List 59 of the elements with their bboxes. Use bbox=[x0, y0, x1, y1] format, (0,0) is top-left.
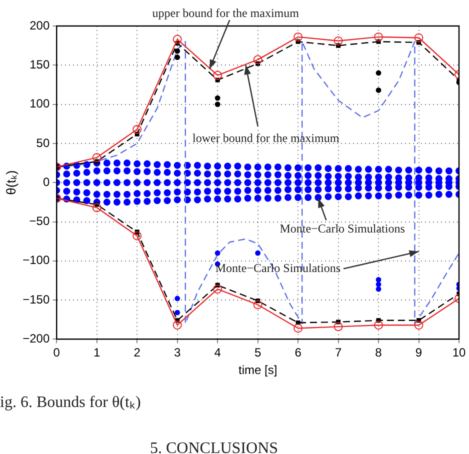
point bbox=[374, 32, 384, 42]
annotation: Monte−Carlo Simulations bbox=[215, 260, 341, 275]
y-tick-label: 50 bbox=[36, 136, 50, 150]
annotation: lower bound for the maximum bbox=[192, 130, 340, 145]
y-tick-label: −150 bbox=[22, 292, 50, 306]
point bbox=[92, 203, 102, 212]
point bbox=[376, 70, 382, 76]
point bbox=[174, 310, 180, 316]
point bbox=[376, 88, 382, 93]
y-tick-label: −200 bbox=[22, 332, 50, 346]
point bbox=[174, 54, 180, 60]
point bbox=[334, 322, 343, 332]
point bbox=[376, 282, 382, 288]
point bbox=[414, 320, 424, 330]
x-axis-title: time [s] bbox=[238, 363, 278, 378]
x-tick-label: 8 bbox=[375, 346, 382, 360]
point bbox=[213, 70, 222, 80]
point bbox=[172, 320, 182, 330]
point bbox=[294, 32, 303, 42]
y-tick-label: −100 bbox=[22, 253, 50, 268]
x-tick-label: 9 bbox=[415, 346, 422, 360]
point bbox=[253, 300, 262, 310]
text: 5. CONCLUSIONS bbox=[150, 440, 278, 454]
point bbox=[214, 250, 220, 256]
point bbox=[172, 34, 182, 44]
point bbox=[214, 102, 220, 107]
x-tick-label: 4 bbox=[214, 346, 222, 360]
point bbox=[376, 286, 382, 292]
annotation: upper bound for the maximum bbox=[152, 6, 300, 20]
x-tick-label: 0 bbox=[53, 346, 60, 360]
x-tick-label: 2 bbox=[134, 346, 141, 360]
y-tick-label: 0 bbox=[42, 174, 50, 189]
point bbox=[294, 324, 303, 333]
point bbox=[213, 284, 222, 294]
y-tick-label: 100 bbox=[30, 96, 50, 111]
point bbox=[174, 296, 180, 302]
x-tick-label: 10 bbox=[452, 346, 466, 360]
y-axis-title: θ(tₖ) bbox=[3, 170, 18, 195]
point bbox=[132, 124, 142, 134]
point bbox=[374, 320, 384, 330]
x-tick-label: 3 bbox=[174, 346, 181, 360]
point bbox=[92, 153, 102, 162]
point bbox=[174, 48, 180, 54]
y-tick-label: 150 bbox=[30, 57, 50, 72]
x-tick-label: 1 bbox=[94, 346, 101, 360]
annotation: Monte−Carlo Simulations bbox=[280, 222, 406, 236]
x-tick-label: 5 bbox=[254, 346, 262, 360]
y-tick-label: 200 bbox=[30, 18, 50, 32]
point bbox=[414, 33, 424, 42]
y-tick-label: −50 bbox=[29, 214, 50, 228]
text: ig. 6. Bounds for θ(tₖ) bbox=[0, 393, 141, 412]
x-tick-label: 7 bbox=[334, 346, 342, 360]
x-tick-label: 6 bbox=[294, 346, 302, 360]
point bbox=[255, 250, 261, 256]
point bbox=[214, 95, 220, 101]
point bbox=[334, 36, 343, 46]
point bbox=[132, 231, 142, 240]
point bbox=[376, 276, 382, 282]
point bbox=[253, 55, 262, 64]
